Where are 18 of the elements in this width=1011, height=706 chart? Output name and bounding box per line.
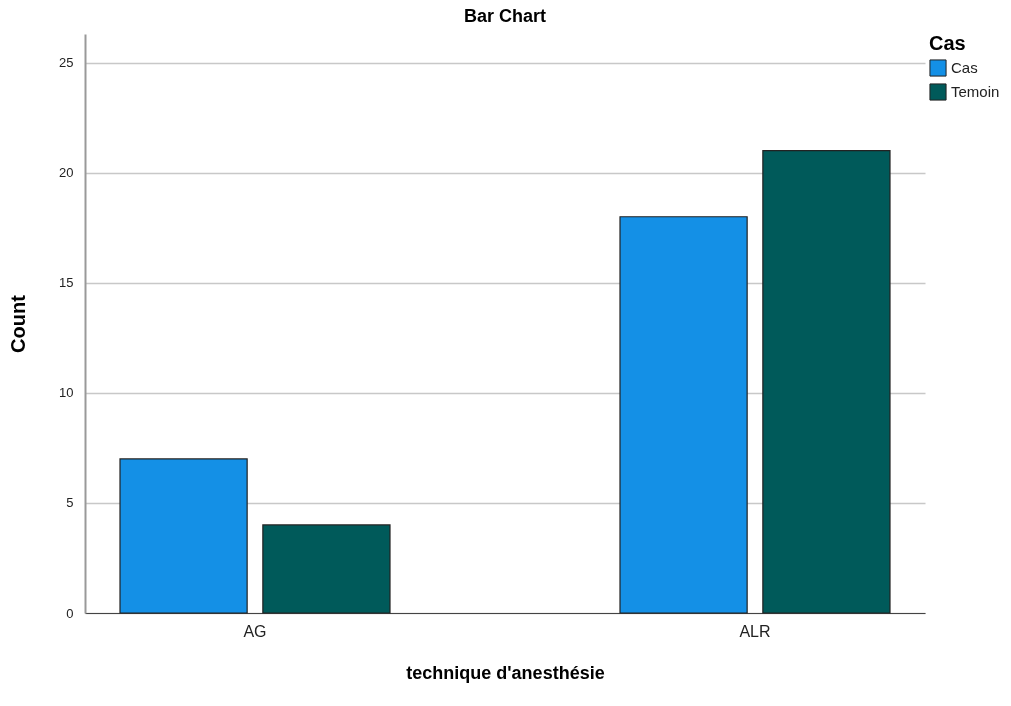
legend-label: Temoin	[951, 83, 1000, 100]
y-tick-label: 10	[59, 385, 74, 401]
y-tick-label: 20	[59, 165, 74, 181]
y-tick-label: 0	[66, 605, 74, 621]
legend-label: Cas	[951, 59, 978, 76]
x-tick-label: AG	[243, 622, 267, 640]
legend-title: Cas	[929, 32, 966, 54]
y-tick-label: 5	[66, 495, 74, 511]
bar	[119, 458, 248, 614]
x-tick-label: ALR	[739, 622, 771, 640]
bar	[262, 524, 391, 614]
y-tick-label: 15	[59, 275, 74, 291]
bar	[762, 150, 891, 614]
y-axis-title: Count	[7, 294, 30, 353]
y-tick-label: 25	[59, 55, 74, 71]
x-axis-title: technique d'anesthésie	[406, 662, 605, 683]
bar	[619, 216, 748, 614]
chart-title: Bar Chart	[463, 6, 547, 26]
